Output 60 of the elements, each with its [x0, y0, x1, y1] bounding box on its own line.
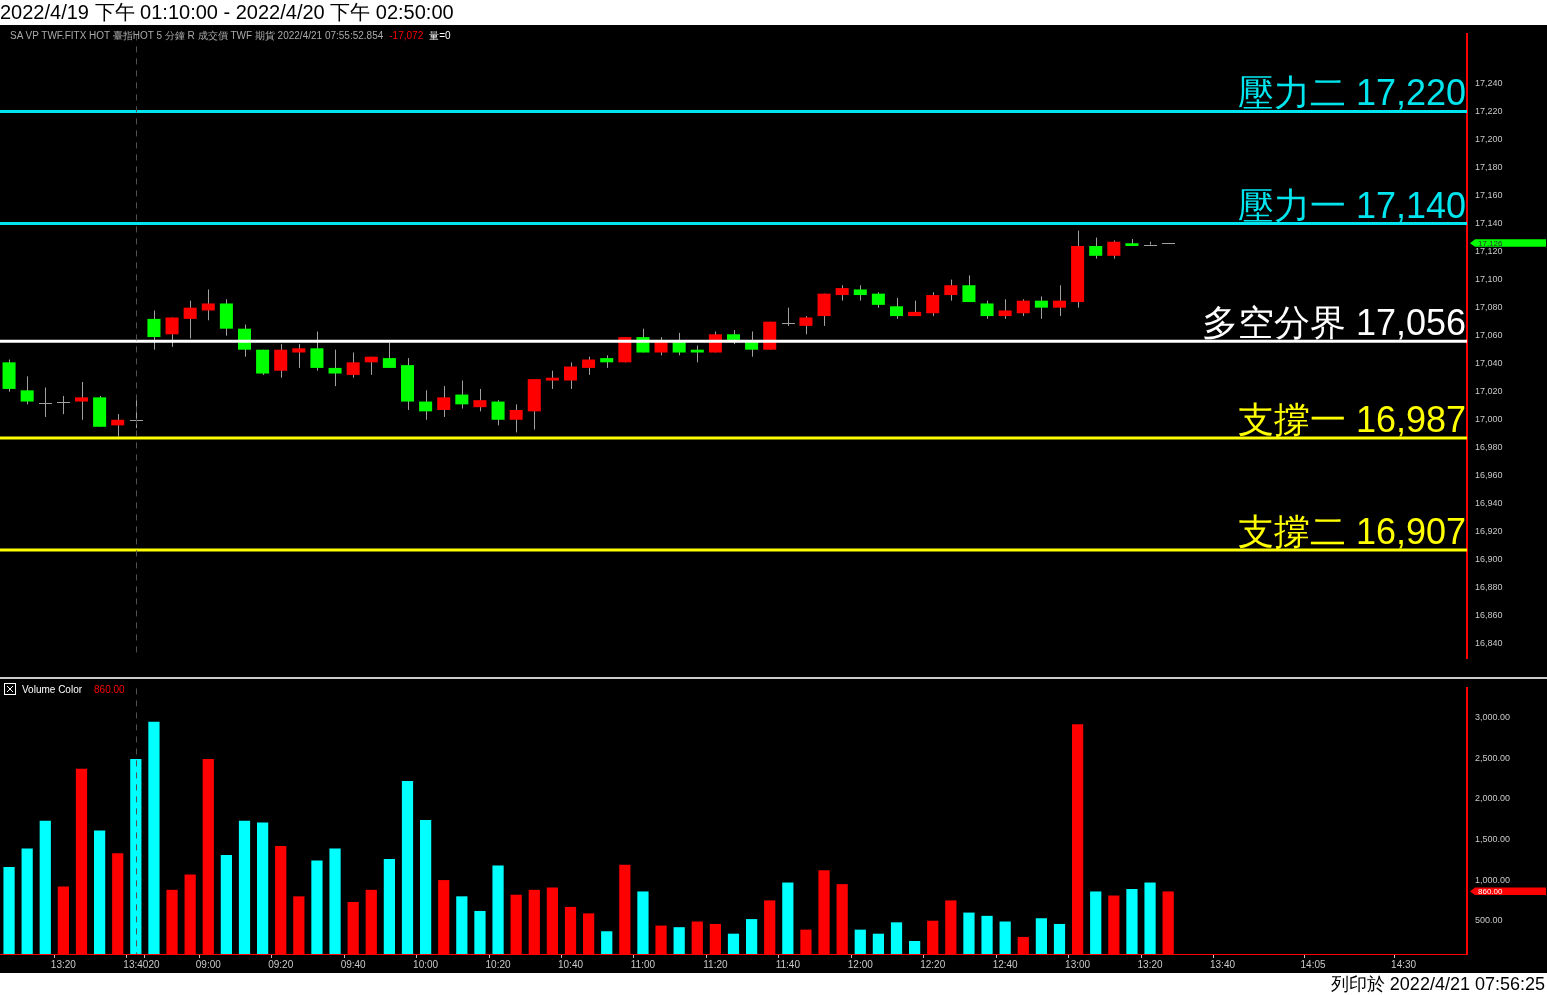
x-tick-label: 12:40 [992, 958, 1019, 970]
ref-line-label: 壓力二 17,220 [1237, 72, 1466, 114]
chart-title: 2022/4/19 下午 01:10:00 - 2022/4/20 下午 02:50:00 [0, 0, 1547, 25]
y-tick-label: 17,240 [1475, 77, 1503, 88]
y-tick-label: 3,000.00 [1475, 712, 1511, 723]
y-tick-label: 16,840 [1475, 638, 1503, 649]
x-tick-label: 13:40 [123, 958, 149, 970]
chart-title: Volume Color [22, 683, 83, 695]
text: 17,126 [1478, 238, 1504, 248]
annotation: 860.00 [94, 683, 125, 695]
y-tick-label: 17,000 [1475, 414, 1503, 425]
y-tick-label: 1,500.00 [1475, 833, 1511, 844]
annotation: -17,072 [389, 30, 424, 41]
y-tick-label: 17,140 [1475, 218, 1503, 229]
x-tick-label: 11:00 [630, 958, 656, 970]
x-tick-label: 11:20 [703, 958, 728, 970]
x-tick-label: 12:00 [847, 958, 874, 970]
chart-subtitle: SA VP TWF.FITX HOT 臺指HOT 5 分鐘 R 成交價 TWF 期貨 2022/4/21 07:55:52.854 [10, 30, 384, 41]
y-tick-label: 16,940 [1475, 498, 1503, 509]
y-tick-label: 16,900 [1475, 554, 1503, 565]
y-tick-label: 500.00 [1475, 915, 1503, 926]
x-tick-label: 13:20 [50, 958, 77, 970]
y-tick-label: 17,180 [1475, 162, 1503, 173]
annotation: 量=0 [429, 30, 451, 41]
y-tick-label: 17,060 [1475, 330, 1503, 341]
x-tick-label: 10:20 [485, 958, 511, 970]
x-tick-label: 10:00 [413, 958, 439, 970]
x-tick-label: 20 [148, 958, 160, 970]
x-tick-label: 10:40 [557, 958, 584, 970]
y-tick-label: 17,160 [1475, 190, 1503, 201]
ref-line-label: 多空分界 17,056 [1201, 302, 1466, 344]
x-tick-label: 13:40 [1209, 958, 1236, 970]
y-tick-label: 16,860 [1475, 610, 1503, 621]
x-tick-label: 14:30 [1391, 958, 1417, 970]
x-tick-label: 14:05 [1300, 958, 1326, 970]
y-tick-label: 17,080 [1475, 302, 1503, 313]
y-tick-label: 17,100 [1475, 274, 1503, 285]
x-tick-label: 13:20 [1137, 958, 1163, 970]
x-tick-label: 09:20 [268, 958, 294, 970]
y-tick-label: 2,500.00 [1475, 752, 1511, 763]
y-tick-label: 17,200 [1475, 133, 1503, 144]
y-tick-label: 2,000.00 [1475, 793, 1511, 804]
text: 列印於 2022/4/21 07:56:25 [1330, 973, 1545, 995]
y-tick-label: 1,000.00 [1475, 874, 1511, 885]
x-tick-label: 11:40 [775, 958, 801, 970]
y-tick-label: 16,920 [1475, 526, 1503, 537]
y-tick-label: 16,980 [1475, 442, 1503, 453]
y-tick-label: 17,040 [1475, 358, 1503, 369]
ref-line-label: 支撐二 16,907 [1237, 511, 1466, 553]
x-tick-label: 13:00 [1065, 958, 1091, 970]
ref-line-label: 支撐一 16,987 [1237, 398, 1466, 440]
y-tick-label: 17,020 [1475, 386, 1503, 397]
x-tick-label: 12:20 [920, 958, 946, 970]
ref-line-label: 壓力一 17,140 [1237, 184, 1466, 226]
y-tick-label: 17,220 [1475, 105, 1503, 116]
y-tick-label: 16,880 [1475, 582, 1503, 593]
y-tick-label: 16,960 [1475, 470, 1503, 481]
text: 860.00 [1478, 887, 1504, 897]
x-tick-label: 09:00 [195, 958, 222, 970]
x-tick-label: 09:40 [340, 958, 367, 970]
